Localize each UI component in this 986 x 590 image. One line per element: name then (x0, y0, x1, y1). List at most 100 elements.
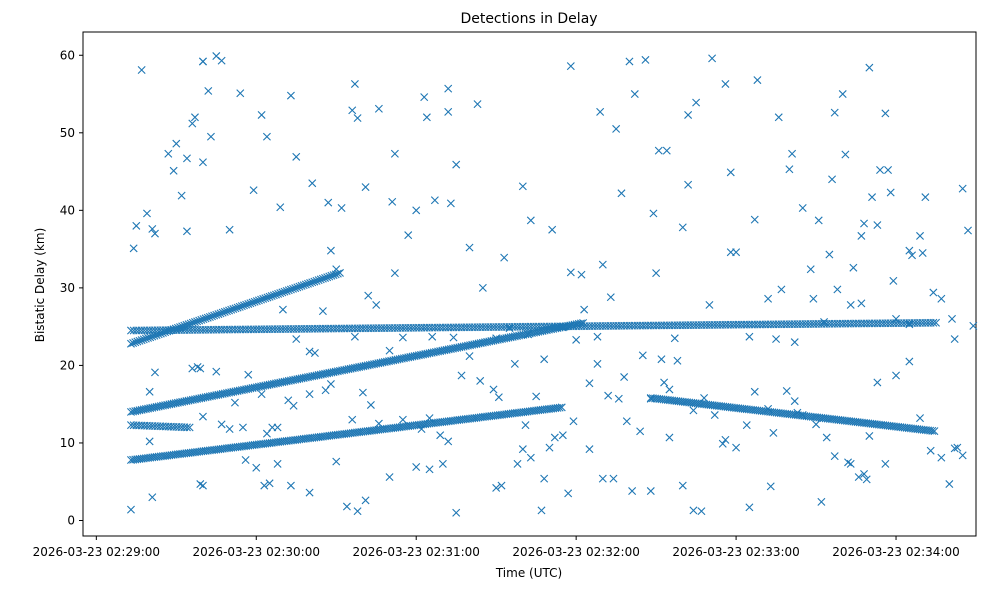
detection-point (606, 293, 615, 302)
detection-point (662, 146, 671, 155)
detection-point (308, 179, 317, 188)
detection-point (235, 302, 244, 311)
detection-point (916, 414, 925, 423)
detection-point (918, 248, 927, 257)
detection-point (193, 317, 202, 326)
detection-point (438, 459, 447, 468)
detection-point (926, 446, 935, 455)
detection-point (305, 488, 314, 497)
detection-point (188, 119, 197, 128)
detection-point (280, 287, 289, 296)
detection-point (494, 393, 503, 402)
detection-point (289, 284, 298, 293)
detection-point (665, 385, 674, 394)
detection-point (265, 479, 274, 488)
y-tick-label: 0 (67, 513, 75, 527)
detection-point (585, 379, 594, 388)
detection-point (126, 505, 135, 514)
detection-point (126, 339, 135, 348)
detection-point (782, 387, 791, 395)
detection-point (350, 332, 359, 341)
detection-point (212, 310, 221, 319)
detection-point (129, 338, 138, 347)
detection-point (905, 357, 914, 366)
x-tick-label: 2026-03-23 02:34:00 (832, 545, 959, 559)
detection-point (849, 263, 858, 272)
detection-point (229, 305, 238, 314)
detection-point (612, 124, 621, 133)
detection-point (518, 182, 527, 191)
detection-point (604, 391, 613, 400)
detection-point (721, 435, 730, 444)
detection-point (148, 493, 157, 502)
x-tick-label: 2026-03-23 02:29:00 (33, 545, 160, 559)
detection-point (198, 412, 207, 421)
detection-point (198, 57, 207, 66)
detection-point (492, 483, 501, 492)
detection-point (129, 244, 138, 253)
detection-point (537, 506, 546, 515)
detection-point (876, 166, 885, 175)
detection-point (420, 93, 429, 102)
y-tick-label: 30 (60, 281, 75, 295)
x-tick-label: 2026-03-23 02:30:00 (193, 545, 320, 559)
detection-point (305, 390, 314, 399)
detection-point (177, 191, 186, 200)
detection-point (489, 385, 498, 394)
detection-point (865, 431, 874, 440)
detection-point (257, 390, 266, 399)
detection-point (745, 332, 754, 341)
detection-point (144, 333, 153, 342)
detection-point (293, 283, 302, 292)
detection-point (558, 431, 567, 440)
detection-point (566, 62, 575, 71)
detection-point (276, 289, 285, 298)
detection-point (521, 421, 530, 430)
detection-point (244, 299, 253, 308)
detection-point (689, 406, 698, 415)
detection-point (609, 474, 618, 483)
y-axis: 0 10 20 30 40 50 60 (60, 48, 83, 527)
detection-point (326, 380, 335, 389)
detection-point (881, 109, 890, 118)
detection-point (278, 305, 287, 314)
detection-point (206, 132, 215, 141)
detection-point (318, 307, 327, 316)
detection-point (312, 276, 321, 285)
detection-point (785, 165, 794, 174)
detection-point (146, 333, 155, 342)
detection-point (274, 289, 283, 298)
detection-point (825, 250, 834, 259)
detection-point (305, 347, 314, 356)
chart-title: Detections in Delay (460, 11, 597, 27)
detection-point (526, 216, 535, 225)
detection-point (580, 305, 589, 314)
detection-point (190, 113, 199, 122)
detection-point (329, 271, 338, 280)
detection-point (798, 204, 807, 213)
y-tick-label: 20 (60, 358, 75, 372)
detection-point (237, 302, 246, 311)
detection-point (732, 443, 741, 452)
detection-point (372, 300, 381, 309)
detection-point (678, 223, 687, 232)
detection-point (937, 294, 946, 303)
detection-point (286, 285, 295, 294)
detection-point (449, 333, 458, 342)
detection-point (457, 371, 466, 380)
detection-point (259, 294, 268, 303)
detection-point (190, 318, 199, 327)
detection-point (708, 54, 717, 63)
detection-point (238, 423, 247, 432)
detection-point (636, 427, 645, 436)
detection-point (353, 507, 362, 516)
detection-point (231, 304, 240, 313)
detection-point (133, 337, 142, 346)
detection-point (321, 386, 330, 395)
detection-point (953, 443, 962, 452)
detection-point (214, 310, 223, 319)
detection-point (745, 503, 754, 512)
detection-point (145, 387, 154, 396)
detection-point (353, 114, 362, 123)
detection-point (142, 209, 151, 218)
